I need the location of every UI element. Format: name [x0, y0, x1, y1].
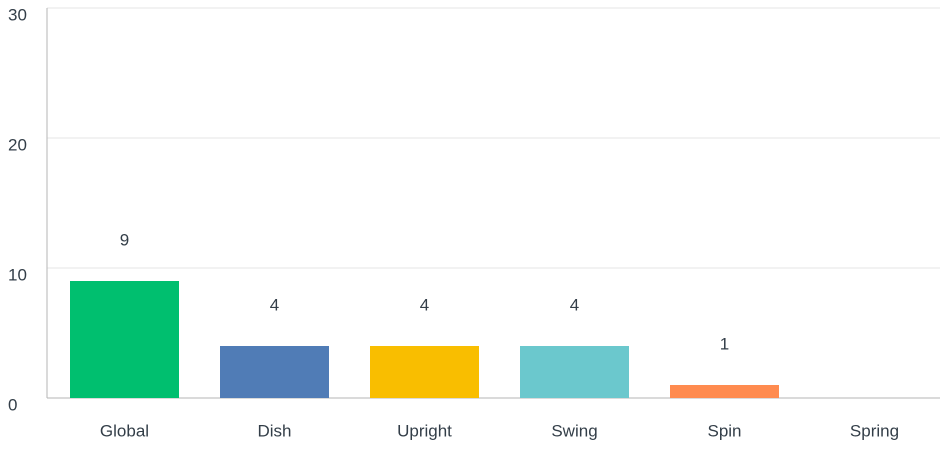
bar	[220, 346, 329, 398]
bar	[370, 346, 479, 398]
y-tick-label: 20	[8, 135, 27, 154]
bar	[670, 385, 779, 398]
y-tick-label: 30	[8, 5, 27, 24]
y-tick-label: 0	[8, 395, 17, 414]
x-tick-label: Spring	[850, 421, 899, 440]
x-tick-label: Dish	[257, 421, 291, 440]
bar	[70, 281, 179, 398]
y-tick-label: 10	[8, 265, 27, 284]
bar	[520, 346, 629, 398]
x-tick-label: Spin	[707, 421, 741, 440]
data-label: 4	[270, 295, 279, 314]
data-label: 4	[570, 295, 579, 314]
data-label: 1	[720, 334, 729, 353]
data-label: 4	[420, 295, 429, 314]
x-tick-label: Swing	[551, 421, 597, 440]
x-tick-label: Upright	[397, 421, 452, 440]
x-tick-label: Global	[100, 421, 149, 440]
data-label: 9	[120, 230, 129, 249]
